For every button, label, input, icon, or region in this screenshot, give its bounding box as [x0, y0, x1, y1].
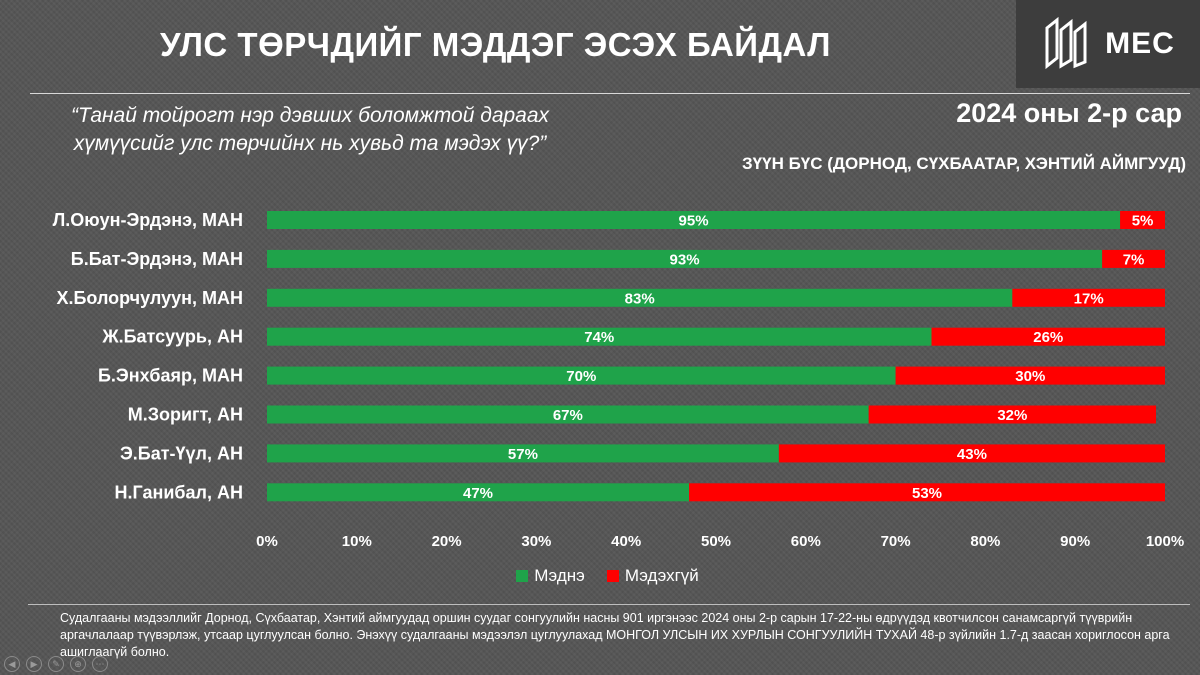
stacked-bar-chart: Л.Оюун-Эрдэнэ, МАН 95% 5% Б.Бат-Эрдэнэ, МАН…: [53, 210, 1185, 550]
bar-segment-know: [267, 444, 779, 463]
slide-controls: ◀ ▶ ✎ ⊕ ⋯: [4, 656, 108, 672]
x-tick-label: 90%: [1060, 533, 1090, 550]
mec-logo-icon: [1045, 16, 1087, 70]
data-label-know: 83%: [625, 290, 655, 307]
bar-segment-know: [267, 327, 932, 346]
legend-label-know: Мэднэ: [534, 566, 585, 585]
bar-segment-dont-know: [778, 444, 1165, 463]
x-tick-label: 30%: [521, 533, 551, 550]
category-label: Л.Оюун-Эрдэнэ, МАН: [53, 210, 243, 230]
question-line-2: хүмүүсийг улс төрчийнх нь хувьд та мэдэх…: [73, 132, 547, 155]
zoom-icon[interactable]: ⊕: [70, 656, 86, 672]
legend-swatch-know: [516, 570, 529, 582]
survey-region: ЗҮҮН БҮС (ДОРНОД, СҮХБААТАР, ХЭНТИЙ АЙМГ…: [742, 154, 1186, 173]
survey-period: 2024 оны 2-р сар: [956, 98, 1182, 128]
bar-segment-know: [267, 483, 690, 502]
bar-segment-dont-know: [868, 405, 1157, 424]
legend-swatch-dont-know: [606, 570, 619, 582]
next-icon[interactable]: ▶: [26, 656, 42, 672]
previous-icon[interactable]: ◀: [4, 656, 20, 672]
legend-label-dont-know: Мэдэхгүй: [624, 566, 699, 585]
page-title: УЛС ТӨРЧДИЙГ МЭДДЭГ ЭСЭХ БАЙДАЛ: [160, 26, 831, 63]
x-tick-label: 20%: [432, 533, 462, 550]
data-label-dont-know: 7%: [1123, 251, 1145, 268]
logo-text: MEC: [1105, 27, 1175, 60]
data-label-know: 67%: [553, 407, 583, 424]
bar-segment-dont-know: [689, 483, 1165, 502]
bar-segment-know: [267, 211, 1121, 229]
bar-segment-dont-know: [1120, 211, 1165, 229]
data-label-know: 93%: [670, 251, 700, 268]
methodology-footnote: Судалгааны мэдээллийг Дорнод, Сүхбаатар,…: [60, 611, 1170, 659]
bar-segment-dont-know: [931, 327, 1165, 346]
data-label-dont-know: 17%: [1074, 290, 1104, 307]
survey-question: “Танай тойрогт нэр дэвших боломжтой дара…: [30, 102, 590, 158]
bar-segment-know: [267, 366, 896, 385]
x-tick-label: 50%: [701, 533, 731, 550]
footer-divider: [28, 604, 1190, 605]
bar-segment-know: [267, 288, 1013, 307]
x-tick-label: 60%: [791, 533, 821, 550]
data-label-dont-know: 5%: [1132, 213, 1154, 230]
data-label-dont-know: 32%: [997, 407, 1027, 424]
x-tick-label: 0%: [256, 533, 278, 550]
logo: MEC: [1016, 0, 1200, 88]
legend-item-know: Мэднэ: [516, 566, 585, 586]
bar-segment-know: [267, 249, 1103, 268]
data-label-know: 74%: [584, 329, 614, 346]
x-tick-label: 10%: [342, 533, 372, 550]
data-label-know: 47%: [463, 485, 493, 502]
legend-item-dont-know: Мэдэхгүй: [606, 566, 699, 586]
pen-icon[interactable]: ✎: [48, 656, 64, 672]
bar-segment-dont-know: [895, 366, 1165, 385]
bar-segment-dont-know: [1102, 249, 1165, 268]
data-label-dont-know: 53%: [912, 485, 942, 502]
category-label: Э.Бат-Үүл, АН: [120, 443, 243, 463]
x-tick-label: 100%: [1146, 533, 1184, 550]
data-label-dont-know: 26%: [1033, 329, 1063, 346]
x-tick-label: 70%: [881, 533, 911, 550]
data-label-know: 57%: [508, 446, 538, 463]
category-label: Б.Энхбаяр, МАН: [98, 366, 243, 386]
x-tick-label: 40%: [611, 533, 641, 550]
bar-segment-dont-know: [1012, 288, 1165, 307]
data-label-know: 70%: [566, 368, 596, 385]
question-line-1: “Танай тойрогт нэр дэвших боломжтой дара…: [70, 104, 550, 127]
category-label: Н.Ганибал, АН: [115, 482, 243, 502]
data-label-dont-know: 30%: [1015, 368, 1045, 385]
category-label: Б.Бат-Эрдэнэ, МАН: [71, 249, 243, 269]
category-label: Х.Болорчулуун, МАН: [56, 288, 243, 308]
bar-segment-know: [267, 405, 869, 424]
x-tick-label: 80%: [970, 533, 1000, 550]
category-label: Ж.Батсуурь, АН: [101, 327, 243, 347]
category-label: М.Зоригт, АН: [128, 405, 243, 425]
data-label-dont-know: 43%: [957, 446, 987, 463]
chart-legend: Мэднэ Мэдэхгүй: [0, 566, 1200, 586]
data-label-know: 95%: [679, 213, 709, 230]
menu-icon[interactable]: ⋯: [92, 656, 108, 672]
title-divider: [30, 93, 1190, 94]
